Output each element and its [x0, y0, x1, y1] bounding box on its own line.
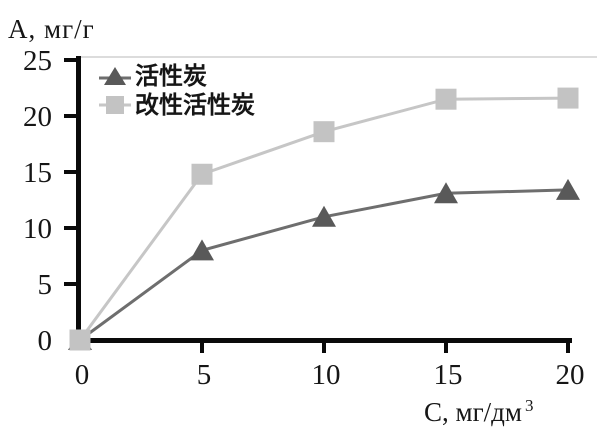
legend-label-modified-activated-carbon: 改性活性炭 [135, 90, 255, 119]
legend-label-activated-carbon: 活性炭 [135, 61, 207, 90]
x-tick-label: 0 [75, 359, 90, 391]
x-tick-label: 10 [312, 359, 341, 391]
x-axis-title-superscript: 3 [525, 396, 534, 415]
data-point-square [557, 87, 579, 109]
data-point-square [435, 88, 457, 110]
y-tick-label: 25 [23, 45, 52, 77]
x-tick-label: 20 [556, 359, 585, 391]
y-tick-label: 15 [23, 157, 52, 189]
y-tick-label: 5 [38, 269, 53, 301]
data-point-triangle [312, 205, 336, 227]
data-point-square [69, 329, 91, 351]
legend-item-activated-carbon: 活性炭 [97, 61, 255, 90]
y-tick-label: 20 [23, 101, 52, 133]
y-axis-title: А, мг/г [8, 14, 95, 44]
data-point-triangle [556, 178, 580, 200]
data-point-square [313, 121, 335, 143]
y-tick-label: 10 [23, 213, 52, 245]
legend-item-modified-activated-carbon: 改性活性炭 [97, 90, 255, 119]
x-axis-title: С, мг/дм 3 [424, 396, 534, 428]
x-tick-label: 5 [197, 359, 212, 391]
data-point-triangle [190, 239, 214, 261]
y-tick-label: 0 [38, 325, 53, 357]
triangle-marker-icon [99, 66, 131, 85]
x-tick-label: 15 [434, 359, 463, 391]
x-axis-title-text: С, мг/дм [424, 397, 522, 427]
square-marker-icon [99, 95, 131, 114]
legend: 活性炭 改性活性炭 [97, 61, 255, 119]
data-point-triangle [434, 182, 458, 204]
data-point-square [191, 163, 213, 185]
